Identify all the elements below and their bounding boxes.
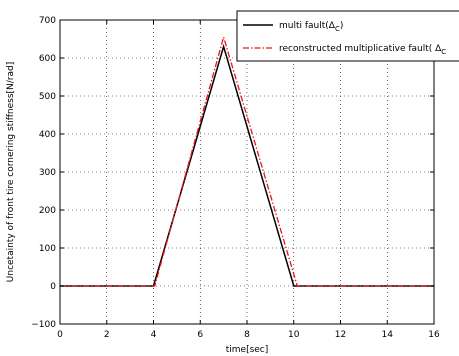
series-group [60,34,434,287]
x-tick-label: 0 [57,330,63,340]
x-ticks: 0 2 4 6 8 10 12 14 16 [57,20,440,340]
x-tick-label: 16 [428,330,440,340]
y-tick-label: −100 [31,320,56,330]
grid-lines [60,20,434,324]
y-tick-label: 200 [39,206,56,216]
x-tick-label: 6 [197,330,203,340]
x-tick-label: 2 [104,330,110,340]
x-tick-label: 12 [335,330,346,340]
series-line-2 [60,34,434,287]
y-ticks: −100 0 100 200 300 400 500 600 700 [31,16,434,330]
y-tick-label: 500 [39,92,56,102]
y-tick-label: 0 [50,282,56,292]
y-tick-label: 300 [39,168,56,178]
x-tick-label: 8 [244,330,250,340]
x-tick-label: 10 [288,330,300,340]
legend-label-1: multi fault(ΔC) [279,21,343,33]
y-tick-label: 400 [39,130,56,140]
legend-label-2: reconstructed multiplicative fault( ΔC [279,44,446,56]
y-axis-label: Uncetainty of front tire cornering stiff… [6,62,16,282]
y-tick-label: 600 [39,54,56,64]
legend-box [236,10,459,62]
x-tick-label: 14 [382,330,394,340]
x-axis-label: time[sec] [226,345,269,355]
y-tick-label: 100 [39,244,56,254]
x-tick-label: 4 [151,330,157,340]
y-tick-label: 700 [39,16,56,26]
legend: multi fault(ΔC) reconstructed multiplicat… [236,10,459,62]
